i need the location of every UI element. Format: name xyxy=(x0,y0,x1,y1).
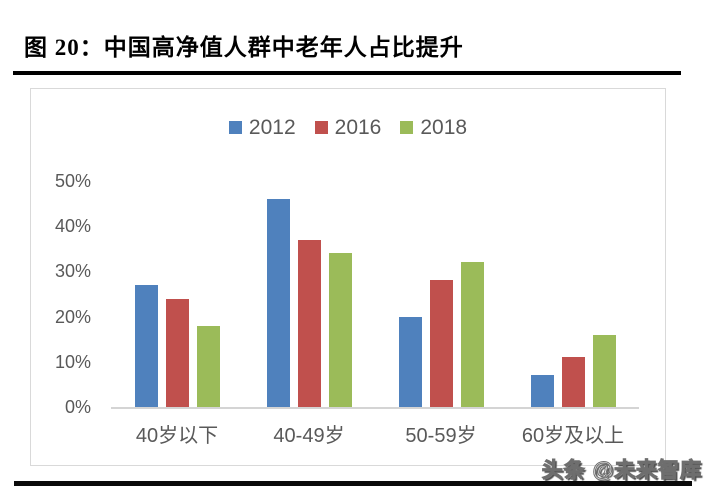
plot-groups xyxy=(111,181,639,407)
watermark: 头条 @未来智库 xyxy=(541,459,702,483)
legend-label: 2016 xyxy=(334,116,382,139)
x-category-label: 40-49岁 xyxy=(273,425,345,447)
bar xyxy=(297,239,321,407)
legend-swatch xyxy=(228,121,242,134)
x-axis-line xyxy=(111,407,639,409)
bar xyxy=(165,298,189,407)
bar-group xyxy=(507,181,639,407)
x-category-label: 40岁以下 xyxy=(135,425,219,447)
legend-item: 2012 xyxy=(228,116,296,139)
bar xyxy=(196,325,220,407)
legend-item: 2016 xyxy=(314,116,382,139)
bar xyxy=(429,280,453,407)
bar xyxy=(592,334,616,407)
bar xyxy=(460,262,484,407)
y-tick-label: 0% xyxy=(64,397,91,417)
plot-area xyxy=(111,181,639,409)
chart-area: 2012 2016 2018 0% 10% 20% 30% 40% 50% 40岁以下 40-4… xyxy=(30,88,666,466)
x-axis: 40岁以下 40-49岁 50-59岁 60岁及以上 xyxy=(111,419,639,448)
y-tick-label: 40% xyxy=(54,216,91,237)
figure-title: 图 20：中国高净值人群中老年人占比提升 xyxy=(24,35,464,60)
x-category-label: 50-59岁 xyxy=(405,425,477,447)
x-category-label: 60岁及以上 xyxy=(521,425,625,447)
bar-group xyxy=(111,181,243,407)
legend-swatch xyxy=(400,121,414,134)
legend-swatch xyxy=(314,121,328,134)
bar xyxy=(561,357,585,407)
bottom-rule xyxy=(14,481,692,486)
legend: 2012 2016 2018 xyxy=(31,117,665,138)
bar xyxy=(328,253,352,407)
y-tick-label: 10% xyxy=(54,351,91,372)
y-axis: 0% 10% 20% 30% 40% 50% xyxy=(31,171,91,417)
bar xyxy=(266,199,290,407)
legend-label: 2012 xyxy=(248,116,296,139)
y-tick-label: 20% xyxy=(54,306,91,327)
y-tick-label: 30% xyxy=(54,261,91,282)
bar xyxy=(530,375,554,407)
legend-label: 2018 xyxy=(420,116,468,139)
legend-item: 2018 xyxy=(400,117,467,138)
y-tick-label: 50% xyxy=(54,171,91,191)
bar xyxy=(134,284,158,407)
bar-group xyxy=(375,181,507,407)
bar xyxy=(398,316,422,407)
title-divider-rule xyxy=(13,71,681,75)
bar-group xyxy=(243,181,375,407)
